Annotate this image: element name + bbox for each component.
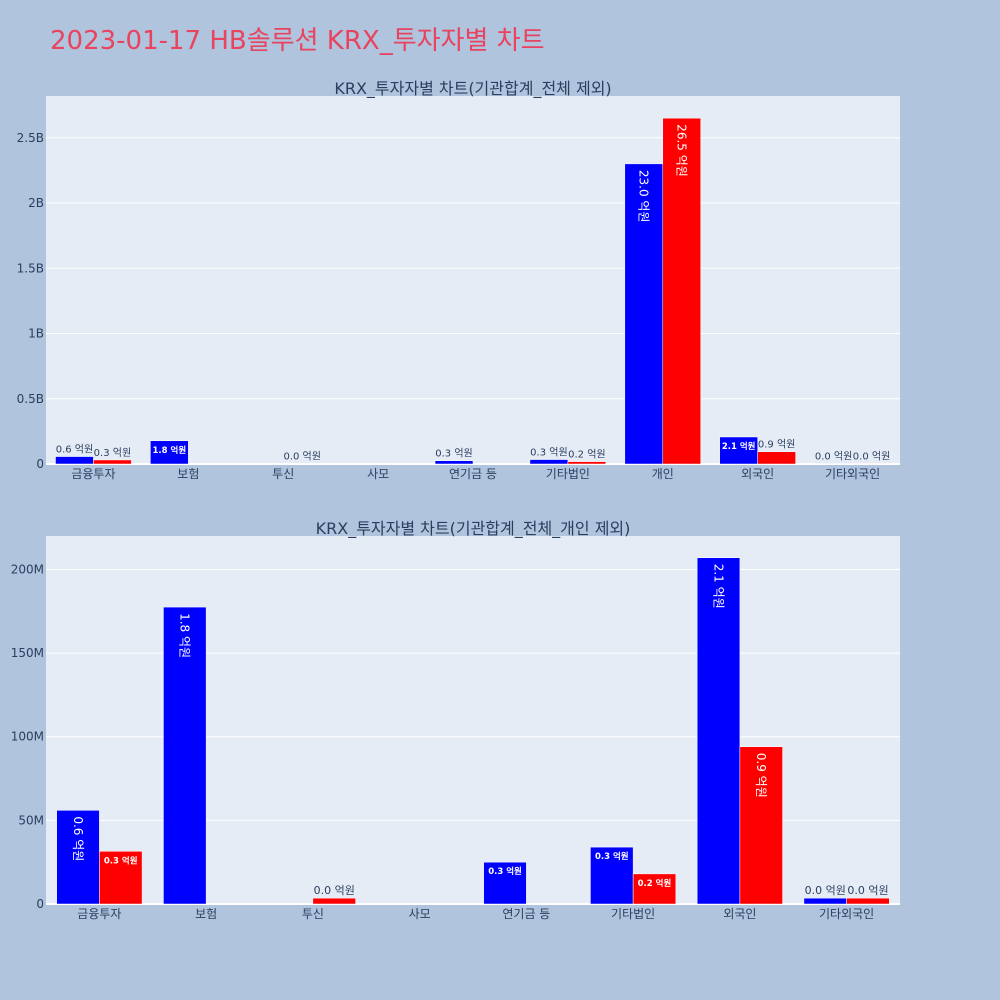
bar (662, 117, 701, 465)
y-tick-label: 50M (18, 813, 44, 827)
x-tick-label: 투신 (272, 467, 294, 481)
y-tick-label: 1B (28, 327, 44, 341)
bar (56, 810, 100, 905)
x-tick-label: 기타법인 (546, 467, 590, 481)
bar (852, 463, 891, 465)
x-tick-label: 사모 (409, 907, 431, 921)
y-tick-label: 100M (11, 730, 44, 744)
data-label: 0.0 억원 (805, 884, 846, 897)
data-label: 0.0 억원 (314, 884, 355, 897)
bar (567, 461, 607, 465)
bar (624, 163, 664, 465)
data-label: 26.5 억원 (675, 124, 689, 177)
x-tick-label: 투신 (302, 907, 324, 921)
y-tick-label: 0 (36, 897, 44, 911)
chart-title: KRX_투자자별 차트(기관합계_전체 제외) (334, 79, 611, 99)
bar (814, 463, 853, 465)
data-label: 0.0 억원 (815, 450, 852, 462)
data-label: 0.0 억원 (283, 451, 320, 463)
y-tick-label: 2.5B (17, 131, 44, 145)
data-label: 23.0 억원 (637, 170, 651, 223)
page-title: 2023-01-17 HB솔루션 KRX_투자자별 차트 (50, 26, 545, 56)
bar (150, 440, 189, 465)
bar (529, 459, 569, 465)
x-tick-label: 기타외국인 (825, 467, 880, 481)
data-label: 0.3 억원 (435, 448, 472, 460)
bar (99, 851, 143, 905)
bar (483, 861, 527, 905)
data-label: 0.3 억원 (104, 855, 138, 866)
bar (739, 746, 783, 905)
y-tick-label: 150M (11, 646, 44, 660)
bar (312, 897, 356, 905)
data-label: 0.0 억원 (853, 450, 890, 462)
data-label: 0.6 억원 (71, 816, 85, 861)
bar (282, 463, 322, 465)
bar (93, 459, 132, 465)
data-label: 0.3 억원 (595, 851, 629, 862)
bar (696, 557, 741, 905)
x-tick-label: 사모 (367, 467, 389, 481)
data-label: 1.8 억원 (178, 613, 192, 658)
data-label: 2.1 억원 (722, 441, 756, 452)
data-label: 0.9 억원 (758, 439, 795, 451)
bar (590, 846, 634, 905)
x-tick-label: 개인 (652, 467, 674, 481)
lower-bar-chart: 0 50M 100M 150M 200M KRX_투자자별 차트(기관합계_전체_개인 제… (11, 519, 900, 921)
chart-title: KRX_투자자별 차트(기관합계_전체_개인 제외) (316, 519, 631, 539)
x-tick-label: 금융투자 (71, 467, 115, 481)
x-tick-label: 연기금 등 (449, 467, 497, 481)
y-tick-label: 0 (36, 457, 44, 471)
x-tick-label: 기타법인 (611, 907, 655, 921)
data-label: 0.3 억원 (94, 447, 131, 459)
x-tick-label: 보험 (195, 907, 217, 921)
bar (719, 436, 758, 465)
bar (803, 897, 847, 905)
x-tick-label: 금융투자 (77, 907, 121, 921)
upper-bar-chart: 0 0.5B 1B 1.5B 2B 2.5B KRX_투자자별 차트(기관합계_전체 제외)… (17, 79, 900, 481)
data-label: 1.8 억원 (153, 445, 187, 456)
y-tick-label: 0.5B (17, 392, 44, 406)
data-label: 0.2 억원 (568, 449, 605, 461)
data-label: 0.6 억원 (56, 444, 93, 456)
y-tick-label: 1.5B (17, 261, 44, 275)
y-tick-label: 200M (11, 562, 44, 576)
data-label: 0.2 억원 (638, 878, 672, 889)
data-label: 0.9 억원 (754, 753, 768, 798)
y-tick-label: 2B (28, 196, 44, 210)
plot-area (46, 96, 900, 464)
bar (434, 460, 474, 465)
bar (846, 897, 890, 905)
data-label: 2.1 억원 (711, 564, 725, 609)
bar (757, 451, 796, 465)
data-label: 0.3 억원 (530, 447, 567, 459)
bar (632, 873, 677, 905)
data-label: 0.0 억원 (847, 884, 888, 897)
x-tick-label: 외국인 (741, 467, 774, 481)
bar (55, 456, 94, 465)
x-tick-label: 외국인 (723, 907, 756, 921)
x-tick-label: 보험 (177, 467, 199, 481)
x-tick-label: 기타외국인 (819, 907, 874, 921)
data-label: 0.3 억원 (488, 866, 522, 877)
x-tick-label: 연기금 등 (502, 907, 550, 921)
bar (163, 606, 207, 905)
